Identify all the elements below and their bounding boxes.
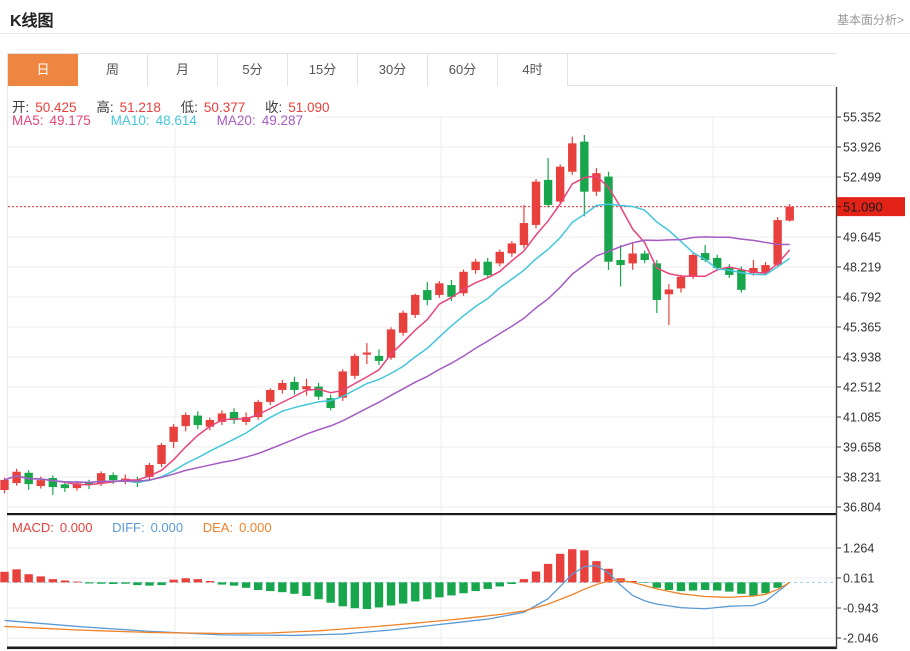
svg-text:39.658: 39.658 bbox=[843, 440, 881, 454]
gridlines bbox=[7, 86, 836, 648]
tab-interval-5[interactable]: 30分 bbox=[358, 54, 428, 86]
close-label: 收: bbox=[264, 100, 283, 115]
ma5-value: 49.175 bbox=[49, 113, 91, 128]
svg-text:1.264: 1.264 bbox=[843, 542, 874, 556]
tab-interval-2[interactable]: 月 bbox=[148, 54, 218, 86]
diff-value: 0.000 bbox=[150, 520, 184, 535]
macd-value: 0.000 bbox=[59, 520, 93, 535]
tab-interval-7[interactable]: 4时 bbox=[498, 54, 568, 86]
high-label: 高: bbox=[96, 100, 114, 115]
svg-text:45.365: 45.365 bbox=[843, 320, 881, 334]
svg-text:42.512: 42.512 bbox=[843, 380, 881, 394]
svg-text:-0.943: -0.943 bbox=[843, 602, 878, 616]
low-value: 50.377 bbox=[203, 100, 246, 115]
ma10-value: 48.614 bbox=[155, 113, 197, 128]
macd-label: MACD: bbox=[12, 520, 54, 535]
price-axis: 55.352 53.926 52.499 49.645 48.219 46.792 45.3… bbox=[835, 87, 881, 649]
svg-text:53.926: 53.926 bbox=[843, 141, 881, 155]
open-label: 开: bbox=[12, 100, 30, 115]
diff-label: DIFF: bbox=[112, 520, 145, 535]
current-price-marker: 51.090 bbox=[836, 197, 905, 217]
svg-text:43.938: 43.938 bbox=[843, 350, 881, 364]
close-value: 51.090 bbox=[288, 100, 330, 115]
header-divider bbox=[0, 33, 910, 34]
interval-tabbar: 日周月 5分 15分 30分 60分 4时 bbox=[7, 53, 836, 86]
svg-text:41.085: 41.085 bbox=[843, 410, 881, 424]
dea-line bbox=[4, 579, 791, 635]
ma20-line bbox=[4, 236, 790, 484]
ma-legend-row: MA5: 49.175 MA10: 48.614 MA20: 49.287 bbox=[12, 113, 315, 128]
svg-text:-2.046: -2.046 bbox=[843, 632, 878, 646]
panel-separator bbox=[7, 513, 836, 516]
svg-text:38.231: 38.231 bbox=[843, 470, 881, 484]
open-value: 50.425 bbox=[35, 100, 77, 115]
ma10-label: MA10: bbox=[110, 113, 150, 128]
dea-value: 0.000 bbox=[239, 520, 272, 535]
svg-text:46.792: 46.792 bbox=[843, 290, 881, 304]
ma20-value: 49.287 bbox=[261, 113, 303, 128]
candlesticks bbox=[0, 134, 794, 496]
svg-text:49.645: 49.645 bbox=[843, 231, 881, 245]
high-value: 51.218 bbox=[119, 100, 161, 115]
svg-text:48.219: 48.219 bbox=[843, 260, 881, 274]
low-label: 低: bbox=[180, 100, 198, 115]
macd-legend-row: MACD: 0.000 DIFF: 0.000 DEA: 0.000 bbox=[12, 520, 284, 535]
bottom-border bbox=[7, 646, 836, 650]
tab-interval-4[interactable]: 15分 bbox=[288, 54, 358, 86]
diff-line bbox=[4, 564, 791, 637]
tab-interval-0[interactable]: 日 bbox=[8, 54, 78, 86]
fundamental-analysis-link[interactable]: 基本面分析> bbox=[836, 13, 904, 27]
page-title: K线图 bbox=[10, 13, 54, 30]
ma20-label: MA20: bbox=[216, 113, 256, 128]
dea-label: DEA: bbox=[202, 520, 234, 535]
tab-interval-3[interactable]: 5分 bbox=[218, 54, 288, 86]
ohlc-row: 开: 50.425 高: 51.218 低: 50.377 收: 51.090 bbox=[12, 96, 342, 116]
tab-interval-6[interactable]: 60分 bbox=[428, 54, 498, 86]
ma5-line bbox=[4, 175, 791, 486]
tab-interval-1[interactable]: 周 bbox=[78, 54, 148, 86]
ma10-line bbox=[4, 203, 791, 484]
ma5-label: MA5: bbox=[12, 113, 44, 128]
svg-text:36.804: 36.804 bbox=[843, 500, 881, 514]
svg-text:51.090: 51.090 bbox=[843, 199, 883, 214]
svg-text:55.352: 55.352 bbox=[843, 111, 881, 125]
macd-histogram bbox=[0, 549, 782, 610]
svg-text:52.499: 52.499 bbox=[843, 171, 881, 185]
svg-text:0.161: 0.161 bbox=[843, 572, 874, 586]
